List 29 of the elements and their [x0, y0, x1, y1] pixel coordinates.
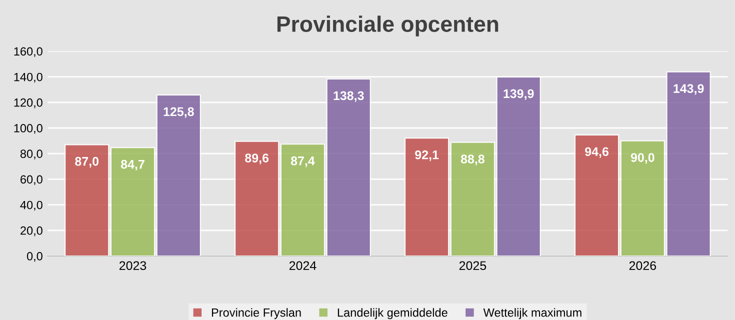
legend-label: Provincie Fryslan: [212, 308, 301, 320]
x-tick-label: 2025: [459, 261, 486, 270]
y-tick-label: 0,0: [26, 252, 42, 262]
y-tick-label: 20,0: [20, 226, 42, 236]
x-tick-label: 2026: [629, 261, 656, 270]
data-label: 92,1: [415, 150, 439, 162]
x-tick-label: 2023: [119, 261, 146, 270]
legend-label: Landelijk gemiddelde: [338, 308, 448, 320]
data-label: 84,7: [120, 160, 144, 171]
y-tick-label: 160,0: [14, 47, 42, 57]
data-label: 94,6: [585, 147, 608, 158]
data-label: 90,0: [630, 153, 654, 164]
y-tick-label: 60,0: [20, 175, 42, 185]
data-label: 87,0: [75, 156, 99, 168]
y-tick-label: 100,0: [14, 124, 42, 134]
x-tick-label: 2024: [289, 261, 316, 270]
data-label: 143,9: [674, 84, 704, 95]
data-label: 125,8: [164, 107, 194, 118]
y-tick-label: 140,0: [14, 72, 42, 83]
legend-label: Wettelijk maximum: [483, 308, 582, 320]
data-label: 139,9: [504, 89, 534, 100]
data-label: 87,4: [290, 156, 315, 168]
y-tick-label: 80,0: [20, 150, 42, 160]
data-label: 138,3: [334, 91, 364, 102]
y-tick-label: 120,0: [14, 98, 42, 108]
data-label: 88,8: [460, 154, 484, 166]
data-label: 89,6: [245, 154, 269, 164]
y-tick-label: 40,0: [20, 200, 42, 211]
chart-title: Provinciale opcenten: [277, 16, 498, 36]
